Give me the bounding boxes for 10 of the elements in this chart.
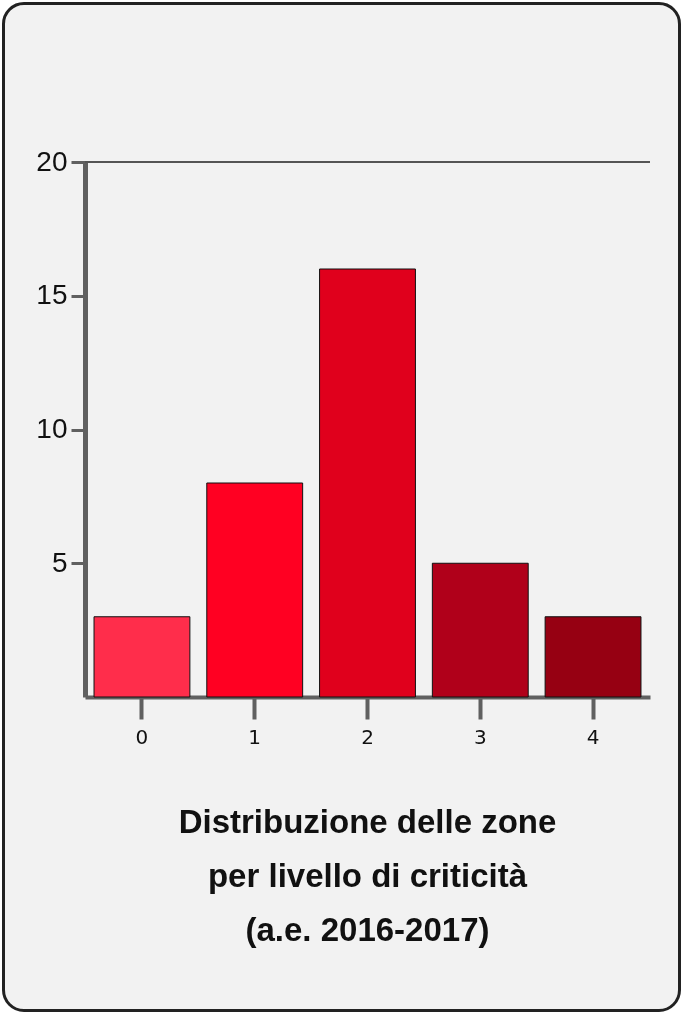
x-tick-label: 3 [473, 724, 487, 749]
y-tick-label: 5 [51, 546, 68, 578]
y-tick-label: 15 [36, 279, 68, 311]
x-tick-label: 1 [248, 724, 262, 749]
y-tick-label: 20 [36, 145, 68, 177]
x-tick-label: 0 [135, 724, 149, 749]
y-tick-label: 10 [36, 413, 68, 444]
x-tick-label: 2 [361, 724, 374, 749]
text: Distribuzione delle zone per livello di criticità (a.e. 2016-2017) [178, 803, 557, 948]
x-tick-label: 4 [586, 724, 600, 749]
